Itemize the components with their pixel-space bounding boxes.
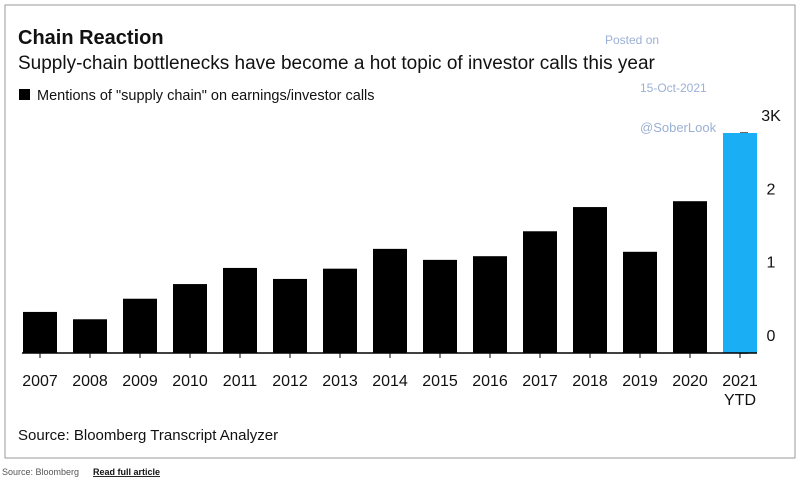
y-tick-label: 0 xyxy=(767,328,776,345)
x-tick-label: 2011 xyxy=(223,373,258,390)
bar xyxy=(273,278,307,353)
watermark: @SoberLook xyxy=(640,120,717,135)
x-tick-label: 2010 xyxy=(172,373,208,390)
watermark: Posted on xyxy=(605,33,659,47)
footer-source: Source: Bloomberg xyxy=(2,467,79,477)
bar xyxy=(373,248,407,353)
x-tick-label: 2021 YTD xyxy=(722,373,758,409)
x-tick-label: 2019 xyxy=(622,373,658,390)
x-tick-label: 2012 xyxy=(272,373,308,390)
bar xyxy=(523,231,557,353)
bar xyxy=(573,207,607,353)
x-tick-label: 2009 xyxy=(122,373,158,390)
bar xyxy=(173,284,207,353)
frame xyxy=(4,4,796,459)
source: Source: Bloomberg Transcript Analyzer xyxy=(18,427,278,444)
chart-title: Chain Reaction xyxy=(18,27,164,49)
bar xyxy=(73,319,107,353)
bar xyxy=(223,267,257,353)
bar xyxy=(623,251,657,353)
y-tick-label: 3K xyxy=(761,108,781,125)
y-tick-label: 1 xyxy=(767,255,776,272)
x-tick-label: 2013 xyxy=(322,373,358,390)
x-tick-label: 2007 xyxy=(22,373,58,390)
x-tick-label: 2017 xyxy=(522,373,558,390)
x-tick-label: 2016 xyxy=(472,373,508,390)
bar xyxy=(673,201,707,353)
x-tick-label: 2014 xyxy=(372,373,408,390)
read-article-link[interactable]: Read full article xyxy=(93,467,160,477)
legend-label: Mentions of "supply chain" on earnings/i… xyxy=(37,88,375,104)
bar xyxy=(723,133,757,353)
x-tick-label: 2018 xyxy=(572,373,608,390)
bar xyxy=(473,256,507,353)
x-tick-label: 2015 xyxy=(422,373,458,390)
chart-subtitle: Supply-chain bottlenecks have become a h… xyxy=(18,53,656,74)
y-tick-label: 2 xyxy=(767,181,776,198)
bar xyxy=(23,311,57,353)
bar xyxy=(123,298,157,353)
x-tick-label: 2020 xyxy=(672,373,708,390)
watermark: 15-Oct-2021 xyxy=(640,81,707,95)
bar xyxy=(323,268,357,353)
bar xyxy=(423,259,457,353)
x-tick-label: 2008 xyxy=(72,373,108,390)
legend-swatch xyxy=(19,89,30,100)
